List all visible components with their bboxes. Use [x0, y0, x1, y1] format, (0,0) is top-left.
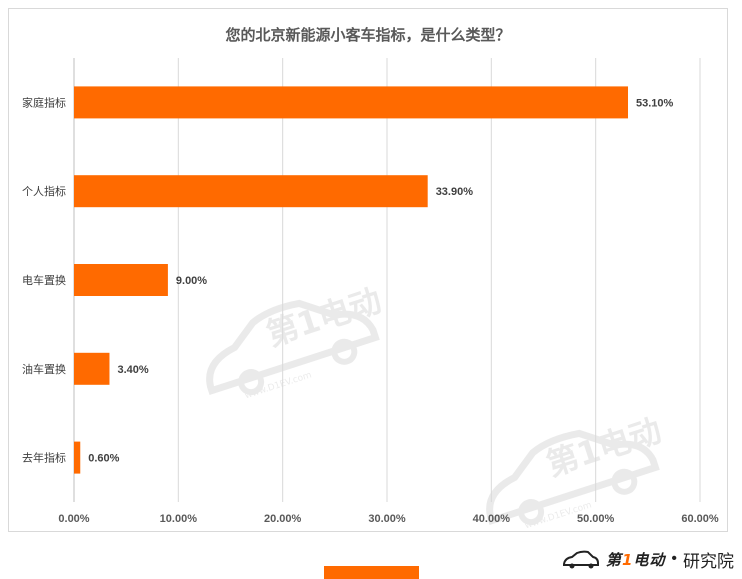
bar	[74, 86, 629, 119]
labels: 0.00% 10.00% 20.00% 30.00% 40.00% 50.00% 60.00…	[22, 95, 719, 525]
x-tick-label: 20.00%	[264, 513, 302, 525]
bars	[74, 86, 629, 474]
category-label: 去年指标	[22, 451, 66, 465]
chart-title: 您的北京新能源小客车指标，是什么类型？	[225, 26, 511, 44]
footer-brand-suffix: 电动	[633, 550, 666, 569]
car-logo-icon	[562, 550, 599, 569]
x-tick-label: 40.00%	[473, 513, 511, 525]
category-label: 油车置换	[22, 362, 66, 376]
footer-brand-prefix: 第	[605, 550, 622, 569]
category-label: 家庭指标	[22, 95, 66, 109]
value-label: 9.00%	[176, 275, 207, 287]
x-tick-label: 30.00%	[368, 513, 406, 525]
x-tick-label: 10.00%	[160, 513, 198, 525]
footer-accent-bar	[324, 566, 419, 579]
footer-separator: •	[671, 550, 677, 567]
value-label: 33.90%	[436, 186, 474, 198]
bar	[74, 352, 110, 385]
bar	[74, 175, 428, 208]
category-label: 电车置换	[22, 273, 66, 287]
bar-chart: 0.00% 10.00% 20.00% 30.00% 40.00% 50.00% 60.00…	[22, 58, 719, 525]
value-label: 53.10%	[636, 97, 674, 109]
value-label: 0.60%	[88, 453, 119, 465]
gridlines	[73, 58, 701, 502]
footer-brand-one: 1	[621, 550, 634, 569]
x-tick-label: 50.00%	[577, 513, 615, 525]
category-label: 个人指标	[22, 184, 66, 198]
x-tick-label: 0.00%	[58, 513, 89, 525]
x-tick-label: 60.00%	[681, 513, 719, 525]
bar	[74, 264, 168, 296]
footer-logo: 第1电动 • 研究院	[562, 547, 734, 572]
footer-subtitle: 研究院	[683, 551, 734, 572]
value-label: 3.40%	[117, 364, 148, 376]
bar	[74, 441, 81, 474]
footer-brand: 第1电动	[606, 549, 665, 570]
